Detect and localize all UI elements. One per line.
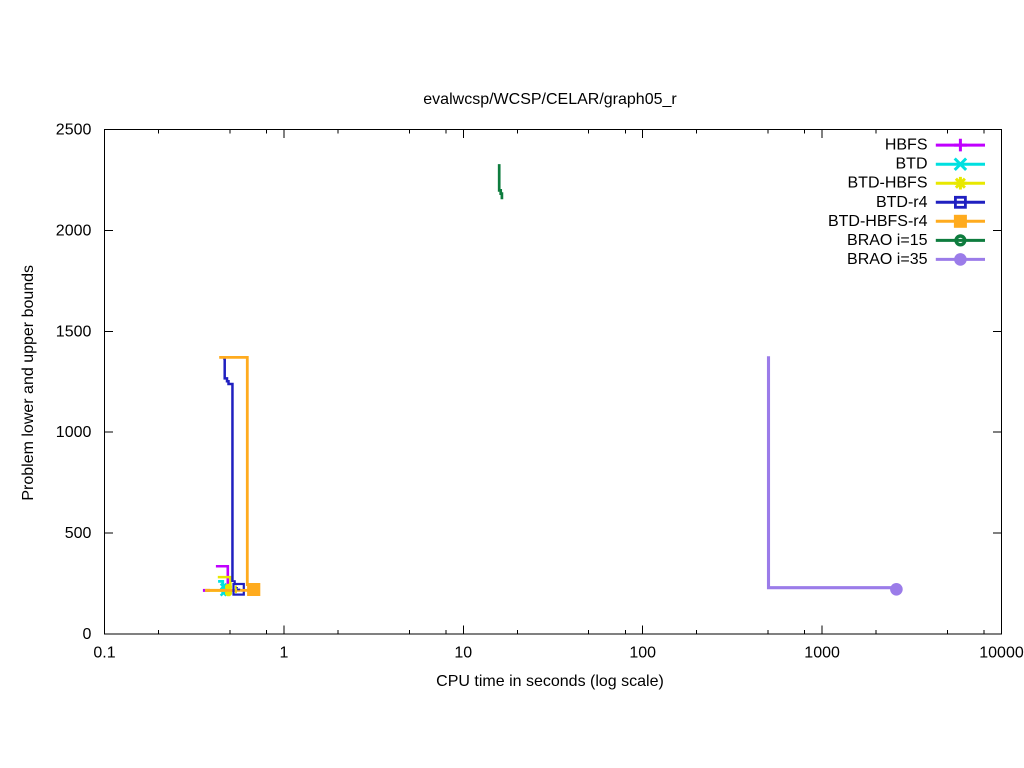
- svg-text:BTD-r4: BTD-r4: [876, 194, 928, 211]
- svg-text:CPU time in seconds (log scale: CPU time in seconds (log scale): [436, 673, 664, 690]
- svg-text:BRAO i=35: BRAO i=35: [847, 251, 928, 268]
- svg-text:1000: 1000: [56, 424, 92, 441]
- svg-text:500: 500: [65, 525, 92, 542]
- svg-text:1000: 1000: [804, 644, 840, 661]
- svg-text:BTD: BTD: [896, 156, 928, 173]
- svg-text:100: 100: [629, 644, 656, 661]
- svg-text:2000: 2000: [56, 222, 92, 239]
- svg-text:BTD-HBFS-r4: BTD-HBFS-r4: [828, 213, 928, 230]
- svg-text:BRAO i=15: BRAO i=15: [847, 232, 928, 249]
- svg-text:0.1: 0.1: [93, 644, 115, 661]
- svg-text:HBFS: HBFS: [885, 137, 928, 154]
- svg-text:Problem lower and upper bounds: Problem lower and upper bounds: [20, 265, 37, 501]
- svg-text:0: 0: [82, 626, 91, 643]
- svg-text:10: 10: [454, 644, 472, 661]
- svg-text:BTD-HBFS: BTD-HBFS: [848, 175, 928, 192]
- svg-text:1500: 1500: [56, 323, 92, 340]
- svg-text:2500: 2500: [56, 122, 92, 139]
- svg-text:1: 1: [279, 644, 288, 661]
- svg-text:10000: 10000: [979, 644, 1024, 661]
- svg-text:evalwcsp/WCSP/CELAR/graph05_r: evalwcsp/WCSP/CELAR/graph05_r: [423, 91, 677, 108]
